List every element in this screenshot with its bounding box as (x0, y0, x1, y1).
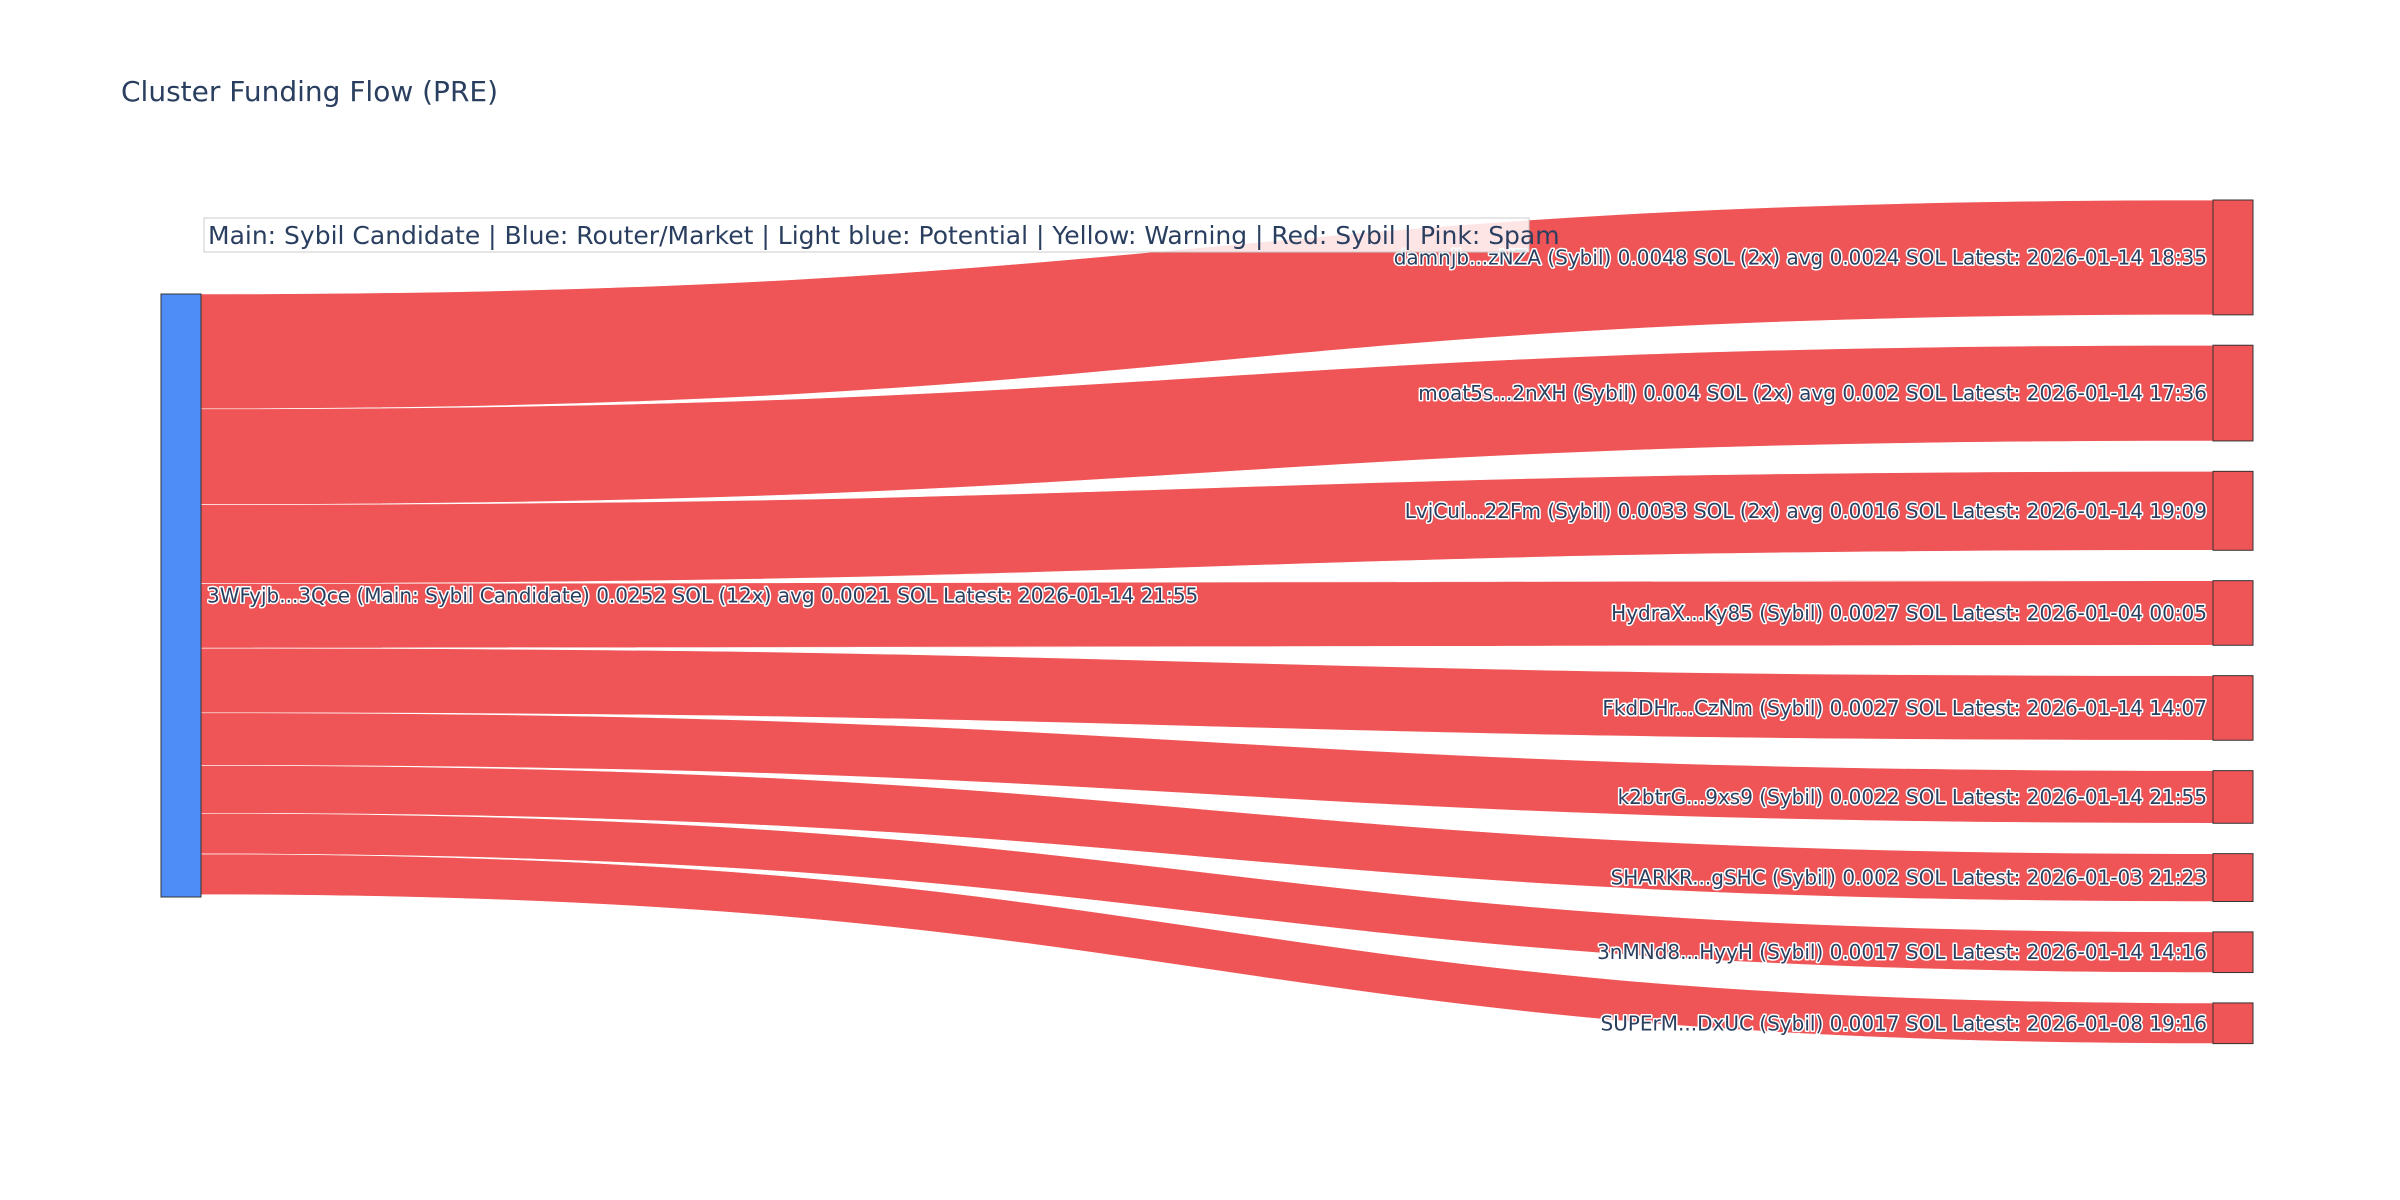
target-node-label-6: k2btrG...9xs9 (Sybil) 0.0022 SOL Latest:… (1618, 785, 2207, 809)
source-node-label: 3WFyjb...3Qce (Main: Sybil Candidate) 0.… (207, 584, 1198, 608)
target-node-5 (2212, 675, 2254, 741)
target-node-4 (2212, 580, 2254, 646)
labels-layer: damnjb...zNZA (Sybil) 0.0048 SOL (2x) av… (206, 244, 2209, 1037)
chart-title: Cluster Funding Flow (PRE) (121, 75, 498, 108)
target-node-6 (2212, 770, 2254, 824)
target-node-label-4: HydraX...Ky85 (Sybil) 0.0027 SOL Latest:… (1611, 601, 2207, 625)
target-node-7 (2212, 853, 2254, 903)
nodes-layer (160, 199, 2254, 1045)
target-node-1 (2212, 199, 2254, 316)
legend-annotation-box (203, 217, 1530, 253)
target-node-2 (2212, 344, 2254, 442)
links-layer (200, 199, 2214, 1044)
target-node-3 (2212, 470, 2254, 551)
target-node-label-2: moat5s...2nXH (Sybil) 0.004 SOL (2x) avg… (1418, 381, 2207, 405)
target-node-label-7: SHARKR...gSHC (Sybil) 0.002 SOL Latest: … (1611, 866, 2207, 890)
legend-annotation: Main: Sybil Candidate | Blue: Router/Mar… (203, 217, 1560, 253)
target-node-label-8: 3nMNd8...HyyH (Sybil) 0.0017 SOL Latest:… (1597, 940, 2207, 964)
source-node (160, 293, 202, 898)
target-node-9 (2212, 1002, 2254, 1045)
target-node-label-5: FkdDHr...CzNm (Sybil) 0.0027 SOL Latest:… (1602, 696, 2207, 720)
target-node-label-9: SUPErM...DxUC (Sybil) 0.0017 SOL Latest:… (1601, 1011, 2207, 1035)
target-node-8 (2212, 931, 2254, 974)
legend-annotation-text: Main: Sybil Candidate | Blue: Router/Mar… (208, 221, 1560, 250)
target-node-label-3: LvjCui...22Fm (Sybil) 0.0033 SOL (2x) av… (1405, 499, 2207, 523)
